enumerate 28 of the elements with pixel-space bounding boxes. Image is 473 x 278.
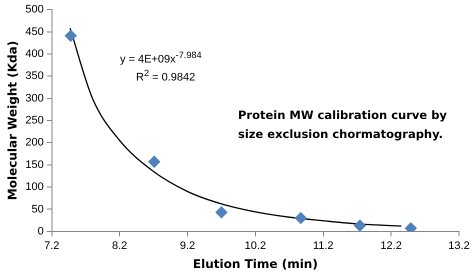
y-tick-label: 400: [25, 48, 44, 60]
point: [294, 212, 307, 224]
x-tick-label: 7.2: [44, 240, 60, 252]
annotation: R$^{2}$ = 0.9842: [136, 68, 196, 84]
y-tick-label: 350: [25, 70, 44, 82]
y-tick-label: 250: [25, 114, 44, 127]
annotation: y = 4E+09x$^{-7.984}$: [120, 50, 202, 66]
point: [215, 206, 228, 218]
y-tick-label: 150: [25, 158, 44, 171]
point: [64, 30, 77, 42]
y-tick-label: 100: [25, 181, 44, 194]
x-tick-label: 10.2: [244, 240, 266, 252]
y-tick-label: 50: [32, 203, 44, 216]
x-tick-label: 13.2: [448, 240, 470, 252]
y-tick-label: 300: [25, 92, 44, 104]
y-axis-title: Molecular Weight (Kda): [5, 40, 20, 200]
point: [148, 156, 160, 168]
y-tick-label: 0: [38, 225, 44, 238]
point: [354, 220, 366, 232]
x-axis-title: Elution Time (min): [192, 256, 318, 271]
y-tick-label: 500: [25, 4, 44, 16]
y-tick-label: 450: [25, 26, 44, 38]
x-tick-label: 11.2: [312, 240, 334, 252]
x-tick-label: 12.2: [380, 240, 402, 252]
x-tick-label: 9.2: [180, 240, 196, 252]
annotation: Protein MW calibration curve by size exclusion chormatography.: [238, 107, 448, 143]
y-tick-label: 200: [25, 136, 44, 149]
x-tick-label: 8.2: [112, 240, 128, 252]
